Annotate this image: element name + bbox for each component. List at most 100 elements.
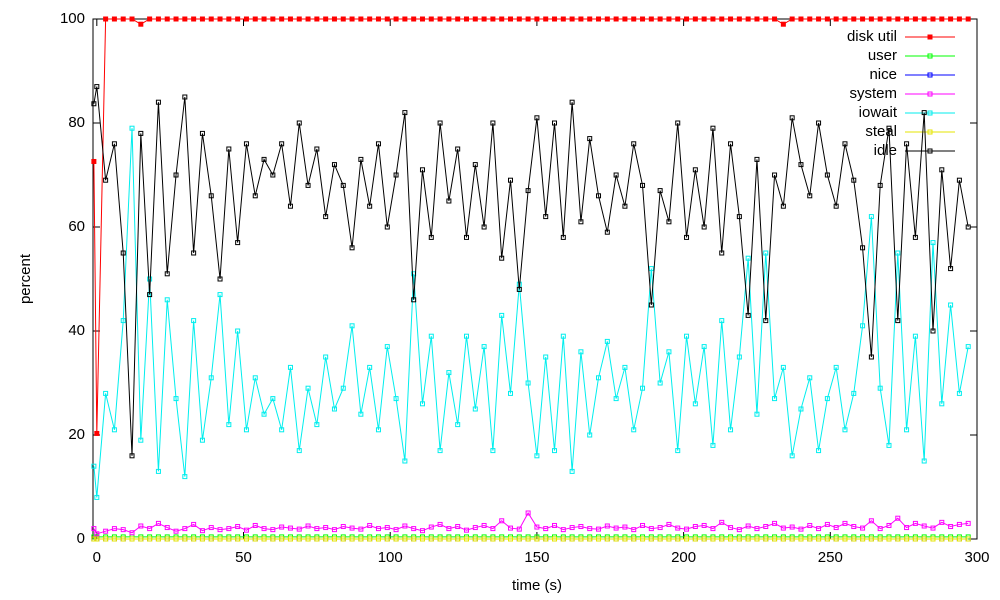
data-point (94, 536, 100, 542)
data-point (587, 16, 593, 22)
y-tick-label: 0 (77, 530, 85, 547)
data-point (481, 536, 487, 542)
data-point (411, 536, 417, 542)
data-point (648, 266, 654, 272)
data-point (208, 375, 214, 381)
data-point (243, 141, 249, 147)
data-point (965, 224, 971, 230)
data-point (613, 16, 619, 22)
data-point (138, 21, 144, 27)
data-point (807, 375, 813, 381)
data-point (701, 224, 707, 230)
data-point (455, 16, 461, 22)
data-point (199, 130, 205, 136)
data-point (314, 526, 320, 532)
data-point (745, 523, 751, 529)
data-point (155, 536, 161, 542)
data-point (314, 536, 320, 542)
data-point (331, 527, 337, 533)
data-point (596, 193, 602, 199)
data-point (824, 16, 830, 22)
data-point (728, 525, 734, 531)
data-point (375, 427, 381, 433)
data-point (912, 333, 918, 339)
data-point (129, 125, 135, 131)
data-point (684, 536, 690, 542)
data-point (719, 250, 725, 256)
data-point (103, 536, 109, 542)
data-point (921, 523, 927, 529)
data-point (173, 528, 179, 534)
data-point (851, 536, 857, 542)
data-point (331, 162, 337, 168)
data-point (120, 536, 126, 542)
data-point (243, 536, 249, 542)
data-point (596, 526, 602, 532)
data-point (287, 536, 293, 542)
data-point (138, 536, 144, 542)
data-point (569, 536, 575, 542)
data-point (279, 536, 285, 542)
data-point (508, 16, 514, 22)
data-point (807, 522, 813, 528)
data-point (842, 141, 848, 147)
data-point (208, 536, 214, 542)
data-point (710, 16, 716, 22)
data-point (103, 390, 109, 396)
x-tick-label: 150 (524, 549, 549, 566)
data-point (155, 99, 161, 105)
data-point (428, 524, 434, 530)
data-point (516, 286, 522, 292)
data-point (164, 16, 170, 22)
data-point (437, 16, 443, 22)
data-point (613, 536, 619, 542)
legend-marker (927, 53, 933, 59)
data-point (173, 172, 179, 178)
legend-label: steal (865, 123, 897, 140)
data-point (340, 182, 346, 188)
data-point (939, 519, 945, 525)
data-point (208, 193, 214, 199)
legend-marker (927, 129, 933, 135)
data-point (684, 333, 690, 339)
data-point (191, 250, 197, 256)
data-point (252, 536, 258, 542)
data-point (772, 520, 778, 526)
data-point (904, 141, 910, 147)
data-point (279, 524, 285, 530)
data-point (243, 527, 249, 533)
data-point (728, 536, 734, 542)
data-point (428, 16, 434, 22)
data-point (886, 16, 892, 22)
data-point (965, 536, 971, 542)
data-point (446, 370, 452, 376)
data-point (780, 536, 786, 542)
data-point (402, 536, 408, 542)
data-point (833, 203, 839, 209)
data-point (199, 536, 205, 542)
data-point (860, 536, 866, 542)
data-point (437, 448, 443, 454)
data-point (701, 16, 707, 22)
data-point (279, 16, 285, 22)
data-point (640, 522, 646, 528)
data-point (560, 527, 566, 533)
data-point (402, 458, 408, 464)
data-point (120, 318, 126, 324)
data-point (745, 16, 751, 22)
data-point (543, 214, 549, 220)
data-point (419, 16, 425, 22)
data-point (587, 136, 593, 142)
data-point (252, 16, 258, 22)
data-point (261, 16, 267, 22)
data-point (331, 536, 337, 542)
data-point (173, 536, 179, 542)
data-point (948, 266, 954, 272)
data-point (640, 536, 646, 542)
data-point (446, 16, 452, 22)
data-point (463, 234, 469, 240)
data-point (692, 16, 698, 22)
data-point (710, 526, 716, 532)
data-point (164, 536, 170, 542)
data-point (754, 156, 760, 162)
